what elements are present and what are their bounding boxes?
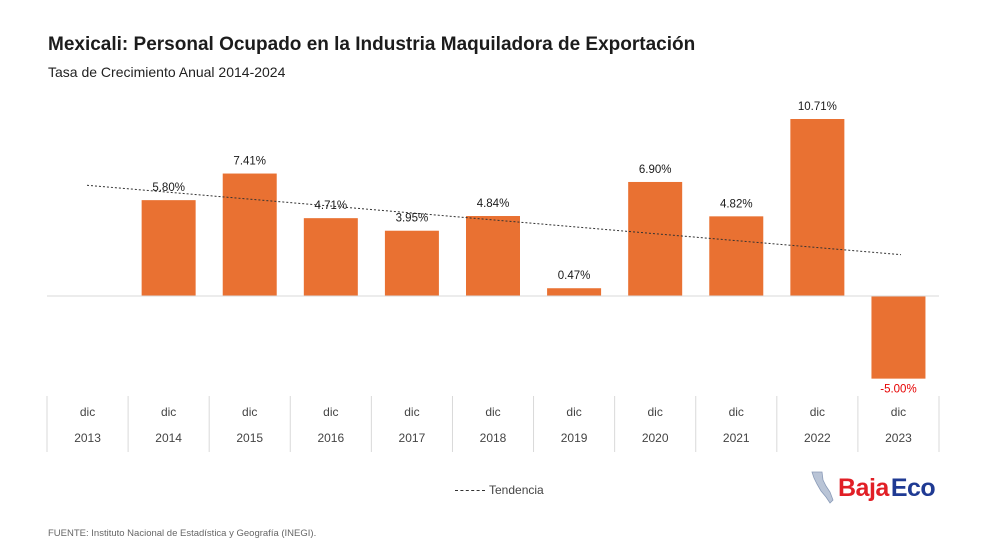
data-label-2015: 7.41% [233,156,266,168]
tick-year-2014: 2014 [155,431,182,445]
data-label-2018: 4.84% [477,198,510,210]
tick-month-2020: dic [648,405,663,419]
tick-year-2020: 2020 [642,431,669,445]
legend-trend-swatch [455,489,485,491]
trendline-group [86,184,902,256]
tick-month-2023: dic [891,405,906,419]
source-note: FUENTE: Instituto Nacional de Estadístic… [48,528,317,539]
tick-year-2019: 2019 [561,431,588,445]
tick-month-2017: dic [404,405,419,419]
bar-2023 [871,296,926,379]
tick-year-2023: 2023 [885,431,912,445]
chart-subtitle: Tasa de Crecimiento Anual 2014-2024 [48,64,286,80]
data-label-2022: 10.71% [798,101,837,113]
data-label-2014: 5.80% [152,182,185,194]
trendline [86,184,902,256]
chart-title: Mexicali: Personal Ocupado en la Industr… [48,34,696,55]
bar-2018 [466,216,520,296]
legend-trend-label: Tendencia [489,483,544,497]
category-axis: dic 2013 dic 2014 dic 2015 dic 2016 dic 2017 dic 20… [46,295,940,452]
tick-month-2022: dic [810,405,825,419]
bar-2015 [222,173,277,296]
bar-2014 [141,200,196,296]
tick-year-2018: 2018 [480,431,507,445]
logo: Baja Eco [808,470,936,506]
data-label-2023: -5.00% [880,384,916,396]
logo-text-eco: Eco [890,473,936,502]
tick-month-2014: dic [161,405,176,419]
data-label-2021: 4.82% [720,198,753,210]
tick-year-2022: 2022 [804,431,831,445]
logo-text-baja: Baja [838,473,889,502]
tick-year-2017: 2017 [399,431,426,445]
tick-year-2013: 2013 [74,431,101,445]
bar-2019 [547,288,602,296]
tick-month-2015: dic [242,405,257,419]
data-label-2020: 6.90% [639,164,672,176]
data-label-2019: 0.47% [558,270,591,282]
legend: Tendencia [455,483,544,497]
bar-2016 [303,218,358,296]
bar-2022 [790,119,845,296]
bar-2020 [628,181,683,296]
tick-year-2015: 2015 [236,431,263,445]
data-labels-group: 5.80% 7.41% 4.71% 3.95% 4.84% 0.47% 6.90% 4.82%… [152,101,916,396]
bar-2017 [384,230,439,296]
baja-california-map-icon [811,471,834,504]
tick-year-2021: 2021 [723,431,750,445]
tick-year-2016: 2016 [317,431,344,445]
data-label-2017: 3.95% [396,213,429,225]
bars-group [141,119,926,379]
tick-month-2019: dic [566,405,581,419]
tick-month-2018: dic [485,405,500,419]
tick-month-2016: dic [323,405,338,419]
tick-month-2021: dic [729,405,744,419]
tick-month-2013: dic [80,405,95,419]
bar-2021 [709,216,764,296]
data-label-2016: 4.71% [315,200,348,212]
